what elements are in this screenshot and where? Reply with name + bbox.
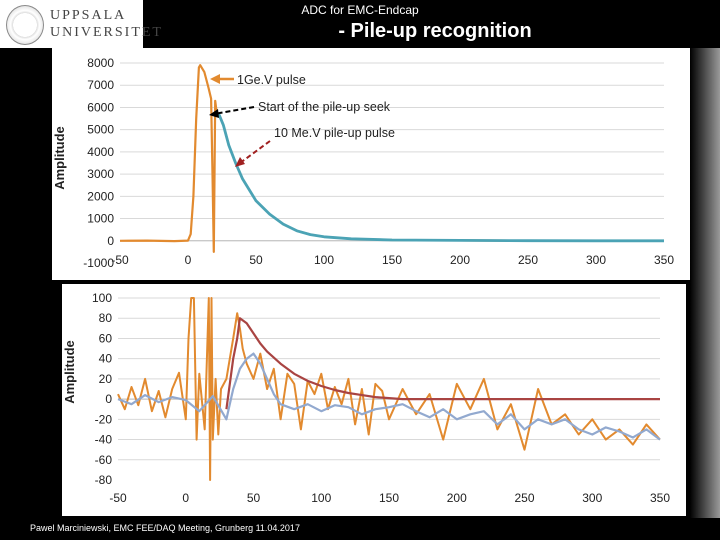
footer-band bbox=[0, 518, 720, 540]
university-seal-icon bbox=[6, 5, 44, 45]
top-y-tick-label: 3000 bbox=[87, 167, 114, 181]
university-logo: UPPSALA UNIVERSITET bbox=[0, 0, 161, 48]
annotation-start-pileup-seek: Start of the pile-up seek bbox=[258, 100, 391, 114]
top-chart-panel: 8000 7000 6000 5000 4000 3000 2000 1000 0 -1000 -… bbox=[52, 48, 690, 280]
top-series-line-1 bbox=[119, 64, 664, 253]
top-y-tick-label: 7000 bbox=[87, 78, 114, 92]
top-y-axis-label: Amplitude bbox=[52, 126, 67, 190]
bottom-x-tick-label: 100 bbox=[311, 491, 331, 505]
logo-line-1: UPPSALA bbox=[50, 8, 127, 23]
bottom-chart-panel: 100 80 60 40 20 0 -20 -40 -60 -80 -50 0 50 100 150 200… bbox=[62, 284, 686, 516]
bottom-x-tick-label: 350 bbox=[650, 491, 670, 505]
top-y-tick-label: 1000 bbox=[87, 212, 114, 226]
bottom-series-line-1 bbox=[117, 297, 661, 481]
bottom-series bbox=[117, 297, 661, 481]
top-gridlines bbox=[120, 62, 664, 242]
bottom-y-tick-label: 100 bbox=[92, 291, 112, 305]
top-x-tick-label: 150 bbox=[382, 253, 402, 267]
logo-line-2: UNIVERSITET bbox=[50, 25, 163, 40]
top-y-tick-labels: 8000 7000 6000 5000 4000 3000 2000 1000 0 -1000 bbox=[83, 56, 114, 270]
top-x-tick-label: 350 bbox=[654, 253, 674, 267]
slide-subtitle: ADC for EMC-Endcap bbox=[301, 3, 419, 17]
bottom-y-tick-label: 20 bbox=[99, 372, 113, 386]
annotation-arrow-start-seek bbox=[213, 106, 255, 115]
bottom-x-tick-label: 300 bbox=[582, 491, 602, 505]
top-x-tick-labels: -50 0 50 100 150 200 250 300 350 bbox=[111, 253, 674, 267]
top-x-tick-label: 250 bbox=[518, 253, 538, 267]
bottom-y-tick-label: 40 bbox=[99, 352, 113, 366]
bottom-x-tick-label: 250 bbox=[514, 491, 534, 505]
bottom-y-axis-label: Amplitude bbox=[62, 340, 77, 404]
slide-title: - Pile-up recognition bbox=[338, 20, 532, 42]
top-y-tick-label: 2000 bbox=[87, 189, 114, 203]
top-x-tick-label: 50 bbox=[249, 253, 263, 267]
right-edge-shade bbox=[690, 48, 720, 518]
bottom-x-tick-label: 0 bbox=[182, 491, 189, 505]
bottom-y-tick-label: -60 bbox=[95, 453, 113, 467]
bottom-y-tick-label: 60 bbox=[99, 331, 113, 345]
bottom-y-tick-label: -40 bbox=[95, 433, 113, 447]
top-x-tick-label: 200 bbox=[450, 253, 470, 267]
bottom-series-line-3 bbox=[117, 352, 661, 441]
bottom-y-tick-labels: 100 80 60 40 20 0 -20 -40 -60 -80 bbox=[92, 291, 112, 487]
annotation-10mev-pileup-pulse: 10 Me.V pile-up pulse bbox=[274, 126, 395, 140]
top-y-tick-label: 8000 bbox=[87, 56, 114, 70]
bottom-x-tick-labels: -50 0 50 100 150 200 250 300 350 bbox=[109, 491, 670, 505]
top-series-line-2 bbox=[217, 112, 664, 243]
bottom-y-tick-label: -20 bbox=[95, 412, 113, 426]
top-y-tick-label: 4000 bbox=[87, 145, 114, 159]
bottom-x-tick-label: 200 bbox=[447, 491, 467, 505]
bottom-y-tick-label: -80 bbox=[95, 473, 113, 487]
annotation-arrowhead-1gev bbox=[210, 74, 220, 84]
annotation-arrowhead-start-seek bbox=[209, 109, 219, 118]
top-x-tick-label: 100 bbox=[314, 253, 334, 267]
top-x-tick-label: 0 bbox=[185, 253, 192, 267]
top-x-tick-label: -50 bbox=[111, 253, 129, 267]
bottom-x-tick-label: 150 bbox=[379, 491, 399, 505]
top-y-tick-label: 0 bbox=[107, 234, 114, 248]
annotation-arrow-10mev bbox=[239, 140, 271, 164]
footer-credit: Pawel Marciniewski, EMC FEE/DAQ Meeting,… bbox=[30, 523, 300, 533]
top-annotations: 1Ge.V pulse Start of the pile-up seek 10… bbox=[209, 73, 395, 167]
top-y-tick-label: 5000 bbox=[87, 123, 114, 137]
bottom-series-line-2 bbox=[225, 317, 660, 410]
bottom-x-tick-label: -50 bbox=[109, 491, 127, 505]
top-x-tick-label: 300 bbox=[586, 253, 606, 267]
bottom-x-tick-label: 50 bbox=[247, 491, 261, 505]
top-y-tick-label: 6000 bbox=[87, 100, 114, 114]
bottom-y-tick-label: 80 bbox=[99, 311, 113, 325]
bottom-y-tick-label: 0 bbox=[105, 392, 112, 406]
top-series bbox=[119, 64, 664, 253]
top-y-tick-label: -1000 bbox=[83, 256, 114, 270]
annotation-arrowhead-10mev bbox=[235, 157, 245, 167]
annotation-1gev-pulse: 1Ge.V pulse bbox=[237, 73, 306, 87]
